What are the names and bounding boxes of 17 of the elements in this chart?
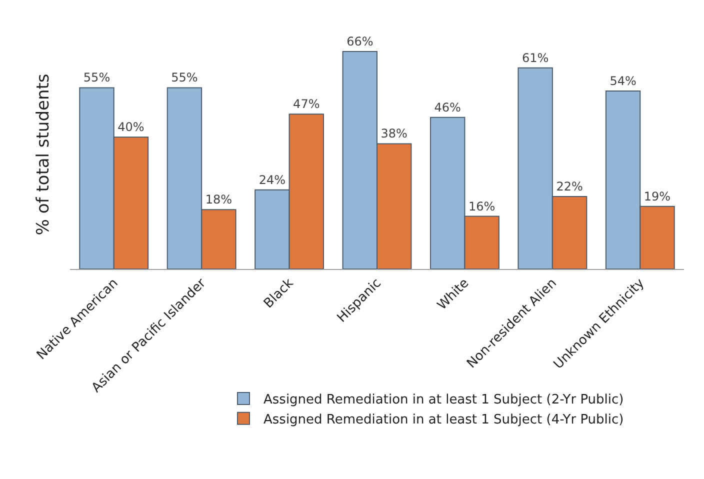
data-label: 61% — [522, 50, 549, 65]
data-label: 66% — [346, 34, 374, 48]
data-label: 47% — [293, 97, 320, 112]
data-label: 54% — [610, 74, 636, 88]
data-label: 18% — [205, 192, 232, 207]
data-label: 22% — [556, 179, 583, 194]
data-label: 55% — [171, 70, 198, 85]
data-label: 16% — [468, 199, 496, 214]
legend-label: Assigned Remediation in at least 1 Subject (4-Yr Public) — [264, 412, 624, 428]
legend-label: Assigned Remediation in at least 1 Subject (2-Yr Public) — [264, 392, 624, 408]
data-label: 46% — [434, 100, 461, 114]
data-label: 24% — [258, 172, 286, 187]
data-label: 38% — [380, 126, 408, 141]
data-label: 40% — [118, 120, 144, 134]
data-label: 55% — [83, 70, 110, 85]
y-axis-title: % of total students — [34, 74, 54, 236]
data-label: 19% — [644, 189, 671, 204]
